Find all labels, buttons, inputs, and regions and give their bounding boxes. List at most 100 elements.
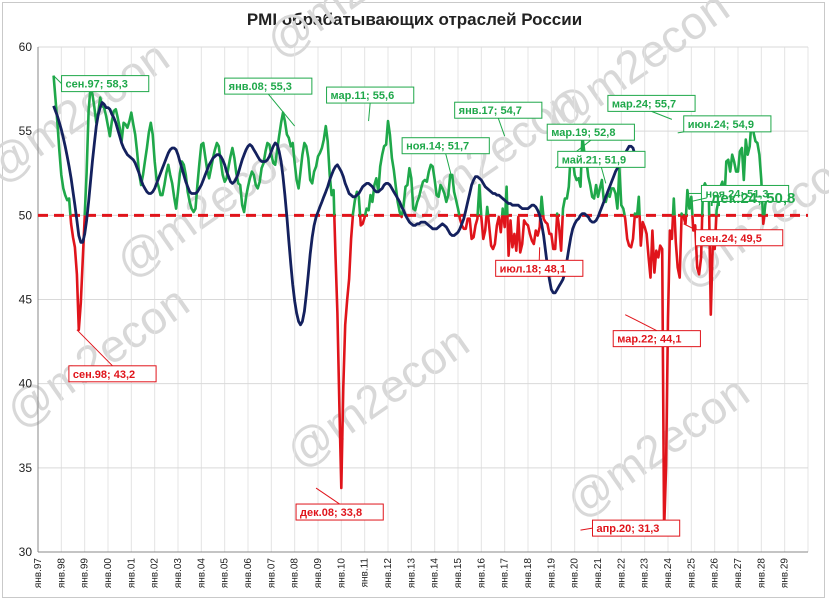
- pmi-line-below-50: [673, 215, 683, 279]
- y-tick-label: 40: [19, 377, 33, 391]
- pmi-line-above-50: [671, 197, 676, 216]
- annotation-leader-line: [76, 329, 113, 367]
- annotation-box: [68, 365, 157, 383]
- annotation-leader-line: [600, 167, 607, 184]
- x-tick-label: янв.20: [570, 558, 581, 589]
- annotation-box: [61, 75, 150, 93]
- pmi-line-below-50: [761, 215, 766, 226]
- x-tick-label: янв.25: [686, 558, 697, 589]
- x-tick-label: янв.22: [616, 558, 627, 589]
- annotation-label: сен.97; 58,3: [66, 79, 128, 91]
- watermark-text: @m2econ: [256, 0, 458, 68]
- annotation-box: [683, 115, 772, 133]
- x-tick-label: янв.03: [173, 558, 184, 589]
- pmi-line-below-50: [399, 214, 404, 219]
- x-tick-label: янв.21: [593, 558, 604, 589]
- pmi-line-above-50: [485, 205, 490, 216]
- x-tick-label: янв.99: [80, 558, 91, 589]
- pmi-line-above-50: [635, 195, 641, 216]
- annotation-label: мар.11; 55,6: [331, 90, 395, 102]
- annotation-label: сен.24; 49,5: [700, 233, 762, 245]
- annotation-box: [695, 229, 784, 247]
- annotation-label: ноя.14; 51,7: [406, 141, 469, 153]
- x-tick-label: янв.23: [640, 558, 651, 589]
- annotation-box: [326, 86, 415, 104]
- x-tick-label: янв.24: [663, 558, 674, 589]
- annotation-box: [700, 184, 790, 202]
- annotation-box: [454, 101, 543, 119]
- pmi-line-below-50: [333, 215, 355, 490]
- pmi-line-below-50: [502, 215, 507, 229]
- pmi-line-below-50: [542, 215, 559, 251]
- x-tick-label: янв.10: [336, 558, 347, 589]
- annotation-leader-line: [53, 75, 62, 84]
- pmi-line-above-50: [400, 163, 461, 216]
- pmi-line-below-50: [506, 215, 542, 257]
- pmi-line-below-50: [634, 214, 639, 219]
- pmi-line-above-50: [363, 119, 403, 216]
- pmi-trend-line: [52, 101, 641, 327]
- x-tick-label: янв.00: [103, 558, 114, 589]
- x-tick-label: янв.06: [243, 558, 254, 589]
- x-tick-label: янв.15: [453, 558, 464, 589]
- pmi-line-above-50: [633, 212, 638, 216]
- annotation-label: мар.19; 52,8: [551, 127, 615, 139]
- annotation-box: [546, 123, 635, 141]
- x-tick-label: янв.97: [33, 558, 44, 589]
- annotation-label: янв.17; 54,7: [459, 105, 522, 117]
- y-tick-label: 60: [19, 40, 33, 54]
- annotation-box: [495, 259, 584, 277]
- watermark-text: @m2econ: [556, 365, 758, 528]
- x-tick-label: янв.12: [383, 558, 394, 589]
- pmi-line-above-50: [503, 185, 509, 216]
- annotation-leader-line: [315, 487, 340, 505]
- annotation-label: дек.24; 50,8: [711, 190, 796, 207]
- pmi-line-above-50: [680, 212, 684, 216]
- annotation-box: [557, 150, 646, 168]
- annotation-label: июл.18; 48,1: [500, 263, 566, 275]
- annotation-box: [592, 519, 681, 537]
- annotation-leader-line: [368, 103, 371, 122]
- pmi-line-above-50: [83, 86, 336, 216]
- y-tick-label: 50: [19, 208, 33, 222]
- pmi-line-above-50: [715, 118, 765, 216]
- annotation-leader-line: [624, 314, 658, 332]
- watermark-text: @m2econ: [276, 315, 478, 478]
- annotation-box: [607, 94, 696, 112]
- x-tick-label: янв.13: [406, 558, 417, 589]
- annotation-leader-line: [267, 93, 296, 127]
- x-tick-label: янв.05: [220, 558, 231, 589]
- annotation-label: апр.20; 31,3: [597, 523, 660, 535]
- pmi-line-below-50: [623, 215, 637, 249]
- annotation-leader-line: [651, 110, 673, 120]
- annotation-label: мар.22; 44,1: [617, 334, 681, 346]
- pmi-line-below-50: [486, 215, 504, 251]
- annotation-box: [295, 503, 384, 521]
- x-tick-label: янв.29: [780, 558, 791, 589]
- x-tick-label: янв.19: [546, 558, 557, 589]
- x-tick-label: янв.26: [710, 558, 721, 589]
- y-tick-label: 45: [19, 293, 33, 307]
- annotation-box: [612, 330, 701, 348]
- pmi-line-below-50: [691, 215, 704, 276]
- pmi-line-below-50: [479, 215, 488, 241]
- x-tick-label: янв.27: [733, 558, 744, 589]
- x-tick-label: янв.07: [266, 558, 277, 589]
- pmi-line-below-50: [358, 215, 367, 227]
- x-tick-label: янв.28: [756, 558, 767, 589]
- pmi-line-above-50: [476, 183, 483, 216]
- annotation-label: мар.24; 55,7: [612, 98, 676, 110]
- pmi-line-below-50: [556, 215, 564, 252]
- y-tick-label: 30: [19, 545, 33, 559]
- annotation-label: дек.08; 33,8: [300, 507, 362, 519]
- annotation-box: [401, 137, 490, 155]
- annotation-label: янв.08; 55,3: [229, 81, 292, 93]
- x-tick-label: янв.17: [500, 558, 511, 589]
- annotation-leader-line: [580, 527, 593, 531]
- y-tick-label: 55: [19, 124, 33, 138]
- annotation-label: ноя.24; 51,3: [705, 188, 768, 200]
- chart-title: PMI обрабатывающих отраслей России: [246, 10, 583, 29]
- pmi-line-above-50: [684, 188, 694, 216]
- annotation-leader-line: [445, 153, 455, 187]
